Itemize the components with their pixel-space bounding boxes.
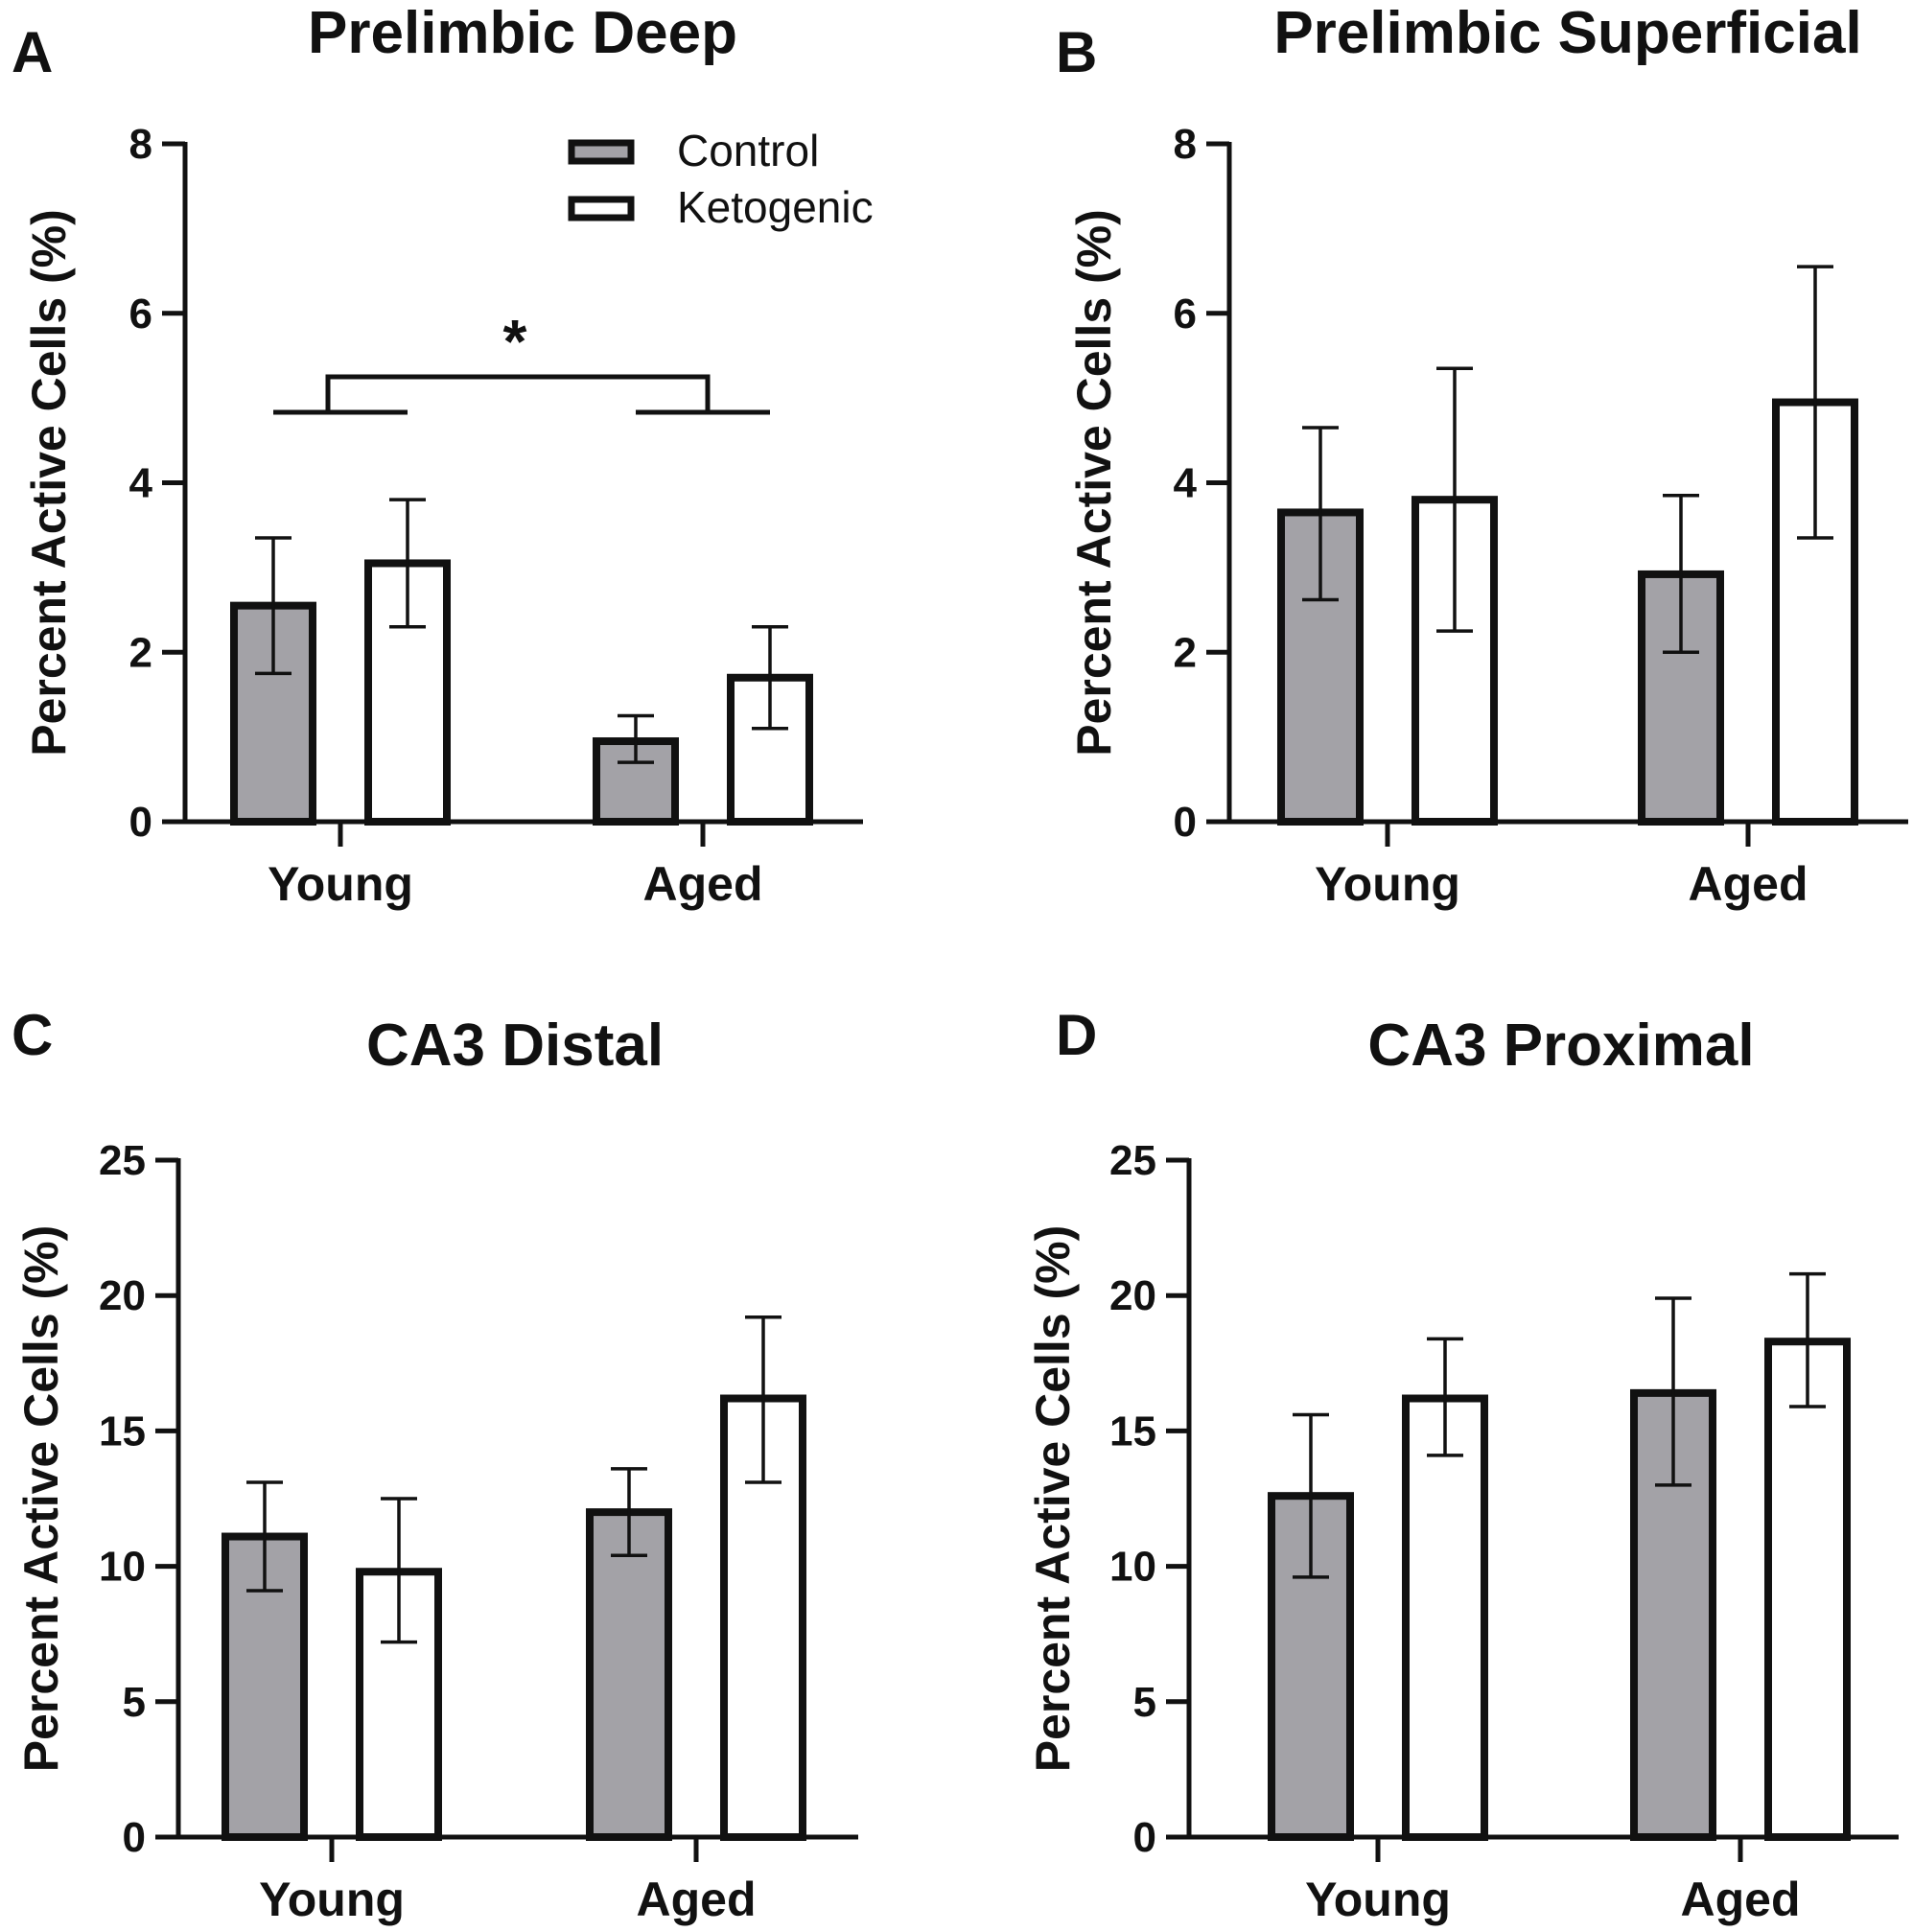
y-tick-label: 5 [123, 1679, 146, 1726]
y-tick-label: 15 [1109, 1408, 1156, 1455]
y-tick-label: 10 [99, 1544, 146, 1591]
bracket-line [325, 374, 711, 412]
chart-title: Prelimbic Superficial [1273, 0, 1861, 66]
chart-title: CA3 Proximal [1367, 1013, 1754, 1079]
y-tick-label: 8 [129, 121, 152, 168]
panel-letter: A [12, 20, 53, 84]
y-tick-label: 5 [1133, 1679, 1156, 1726]
y-tick-label: 0 [123, 1814, 146, 1861]
legend-label-ketogenic: Ketogenic [677, 182, 874, 232]
chart-panel-c: C CA3 Distal Percent Active Cells (%) 0 5 10 1… [12, 1003, 858, 1926]
significance-bracket: * [273, 307, 770, 415]
x-tick-label: Young [259, 1873, 405, 1926]
y-axis-label: Percent Active Cells (%) [1026, 1225, 1080, 1773]
x-tick-label: Aged [1689, 857, 1808, 911]
x-tick-label: Young [1305, 1873, 1451, 1926]
panel-letter: B [1056, 20, 1097, 84]
chart-title: CA3 Distal [366, 1013, 664, 1079]
x-tick-label: Aged [637, 1873, 757, 1926]
chart-panel-b: B Prelimbic Superficial Percent Active Cel… [1056, 0, 1908, 911]
y-tick-label: 20 [1109, 1272, 1156, 1319]
y-tick-label: 6 [1174, 291, 1197, 338]
chart-title: Prelimbic Deep [308, 0, 737, 66]
legend: Control Ketogenic [568, 126, 874, 232]
chart-panel-d: D CA3 Proximal Percent Active Cells (%) 0 5 1… [1026, 1003, 1899, 1926]
bar-control [586, 1508, 672, 1841]
x-tick-label: Young [1315, 857, 1460, 911]
y-tick-label: 20 [99, 1272, 146, 1319]
y-tick-label: 4 [1174, 460, 1198, 507]
y-tick-label: 8 [1174, 121, 1197, 168]
y-tick-label: 0 [1174, 799, 1197, 846]
y-tick-label: 25 [99, 1137, 146, 1184]
y-tick-label: 4 [129, 460, 153, 507]
y-tick-label: 25 [1109, 1137, 1156, 1184]
chart-panel-a: A Prelimbic Deep Percent Active Cells (%) 0… [12, 0, 874, 911]
y-tick-label: 0 [1133, 1814, 1156, 1861]
panel-letter: C [12, 1003, 53, 1067]
y-tick-label: 2 [1174, 629, 1197, 676]
y-tick-label: 15 [99, 1408, 146, 1455]
y-axis-label: Percent Active Cells (%) [14, 1225, 68, 1773]
panel-letter: D [1056, 1003, 1097, 1067]
bar-ketogenic [1402, 1394, 1488, 1841]
x-tick-label: Aged [1681, 1873, 1801, 1926]
y-axis-label: Percent Active Cells (%) [22, 209, 76, 757]
y-tick-label: 6 [129, 291, 152, 338]
significance-star: * [503, 307, 527, 376]
legend-swatch-control [568, 139, 635, 165]
legend-label-control: Control [677, 126, 819, 175]
legend-swatch-ketogenic [568, 196, 635, 221]
y-tick-label: 10 [1109, 1544, 1156, 1591]
x-tick-label: Aged [643, 857, 763, 911]
bar-ketogenic [1764, 1338, 1851, 1841]
y-tick-label: 2 [129, 629, 152, 676]
x-tick-label: Young [268, 857, 413, 911]
y-tick-label: 0 [129, 799, 152, 846]
y-axis-label: Percent Active Cells (%) [1067, 209, 1121, 757]
